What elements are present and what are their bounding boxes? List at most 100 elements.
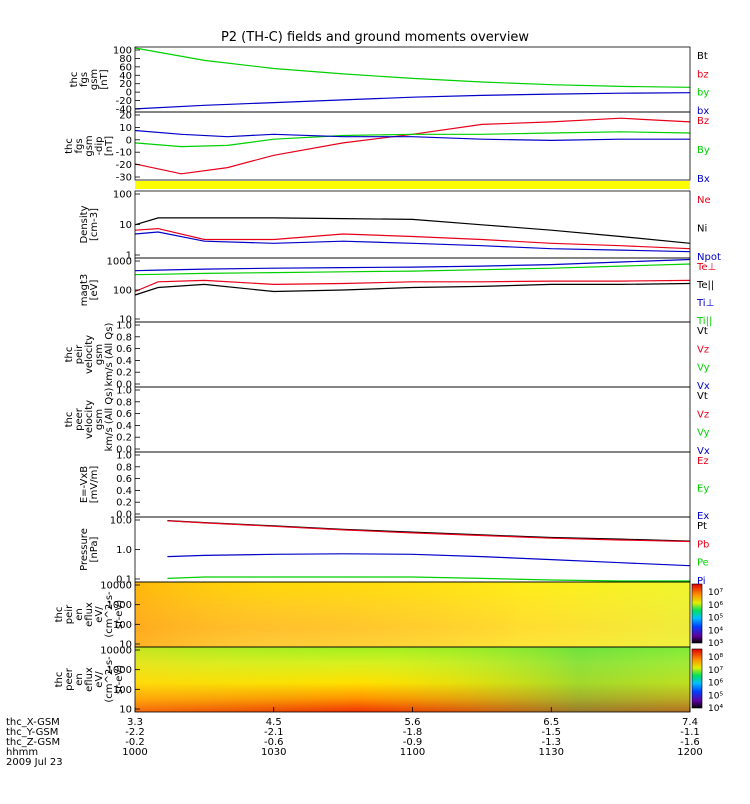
xaxis-value: -1.8	[403, 727, 423, 738]
ele_spec-ytick-label: 100	[113, 685, 132, 696]
bt-ylabel: thc	[69, 72, 80, 88]
bdip-ylabel: gsm	[84, 135, 95, 156]
ion_spec-colorbar-tick: 10⁵	[708, 614, 723, 624]
pressure-ytick-label: 1.0	[116, 545, 132, 556]
vi-legend-Vt: Vt	[697, 326, 708, 337]
efield-legend-Ey: Ey	[697, 484, 709, 495]
efield-legend-Ez: Ez	[697, 456, 709, 467]
temp-ylabel: [eV]	[89, 280, 100, 301]
bdip-series-Bz	[134, 117, 691, 175]
vi-frame	[134, 321, 691, 388]
temp-series-Ti⊥	[134, 258, 691, 272]
vi-ytick-label: 0.4	[116, 356, 132, 367]
pressure-legend-Pe: Pe	[697, 558, 709, 569]
ve-frame	[134, 386, 691, 453]
ele_spec-ylabel: thc	[54, 672, 65, 688]
ele_spec-ylabel: peer	[64, 667, 75, 691]
ion_spec-ylabel: (cm^2-s-	[104, 591, 115, 638]
bdip-ylabel: thc	[64, 138, 75, 154]
bt-series-by	[134, 47, 691, 88]
ele_spec-ylabel: sr-eV)	[114, 665, 125, 694]
bt-ytick-label: 80	[119, 54, 132, 65]
bdip-series-By	[134, 131, 691, 148]
temp-series-Te||	[134, 282, 691, 296]
ele_spec-ylabel: eflux	[84, 667, 95, 692]
bdip-ytick-label: -30	[116, 173, 132, 184]
temp-legend-Ti⊥: Ti⊥	[696, 298, 714, 309]
bt-frame	[134, 46, 691, 113]
bdip-ylabel: -dip	[94, 136, 105, 155]
density-legend-Ne: Ne	[697, 195, 711, 206]
bdip-ylabel: [nT]	[104, 136, 115, 156]
efield-ytick-label: 0.8	[116, 462, 132, 473]
ve-ytick-label: 1.0	[116, 386, 132, 397]
ve-legend-Vx: Vx	[697, 446, 710, 457]
efield-ytick-label: 0.4	[116, 486, 132, 497]
temp-legend-Te||: Te||	[696, 280, 714, 291]
ele_spec-colorbar	[691, 648, 703, 709]
bt-ylabel: [nT]	[99, 69, 110, 89]
pressure-ytick-label: 0.1	[116, 575, 132, 586]
xaxis-value: 1200	[677, 747, 702, 758]
ion_spec-ytick-label: 10	[119, 640, 132, 651]
bt-ytick-label: -40	[116, 105, 132, 116]
density-ytick-label: 1	[126, 251, 132, 262]
pressure-legend-Pb: Pb	[697, 539, 709, 550]
ele_spec-ytick-label: 1000	[107, 665, 132, 676]
ve-ylabel: thc	[64, 412, 75, 428]
ele_spec-ytick-label: 10000	[100, 646, 132, 657]
ve-ylabel: velocity	[84, 400, 95, 439]
temp-series-Te⊥	[134, 279, 691, 293]
pressure-legend-Pt: Pt	[697, 521, 707, 532]
ion_spec-ylabel: en	[74, 608, 85, 621]
xaxis-value: 7.4	[682, 717, 698, 728]
density-ylabel: Density	[79, 205, 90, 243]
bt-ytick-label: 100	[113, 46, 132, 57]
bt-ylabel: gsm	[89, 69, 100, 90]
xaxis-value: -0.2	[125, 737, 145, 748]
ve-ylabel: km/s (All Qs)	[104, 388, 115, 452]
bt-ytick-label: 0	[126, 88, 132, 99]
pressure-series-Pe	[167, 576, 690, 582]
xaxis-value: -2.1	[264, 727, 284, 738]
density-legend-Ni: Ni	[697, 224, 707, 235]
xaxis-value: -1.6	[680, 737, 700, 748]
ion_spec-colorbar-tick: 10³	[708, 639, 723, 649]
bt-legend-Bt: Bt	[697, 51, 708, 62]
pressure-legend-Pi: Pi	[697, 576, 706, 587]
ele_spec-colorbar-tick: 10⁷	[708, 666, 723, 676]
ve-legend-Vz: Vz	[697, 409, 709, 420]
temp-ytick-label: 10	[119, 315, 132, 326]
ele_spec-colorbar-tick: 10⁴	[708, 704, 723, 714]
bdip-ytick-label: 0	[126, 135, 132, 146]
ele_spec-ylabel: en	[74, 673, 85, 686]
density-series-Ne	[134, 227, 691, 250]
vi-legend-Vz: Vz	[697, 344, 709, 355]
temp-ylabel: magt3	[79, 274, 90, 307]
ion_spec-colorbar-tick: 10⁶	[708, 601, 723, 611]
xaxis-value: -1.3	[541, 737, 561, 748]
vi-ylabel: gsm	[94, 344, 105, 365]
ele_spec-colorbar-tick: 10⁸	[708, 653, 723, 663]
ve-ytick-label: 0.2	[116, 433, 132, 444]
ve-legend-Vt: Vt	[697, 391, 708, 402]
ele_spec-ytick-label: 10	[119, 705, 132, 716]
xaxis-row-label: thc_X-GSM	[6, 717, 60, 728]
density-ylabel: [cm-3]	[89, 208, 100, 241]
efield-ylabel: [mV/m]	[89, 466, 100, 504]
bdip-series-Bx	[134, 129, 690, 142]
density-series-Npot	[134, 231, 691, 253]
temp-ytick-label: 1000	[107, 257, 132, 268]
pressure-ylabel: Pressure	[79, 528, 90, 571]
efield-legend-Ex: Ex	[697, 511, 709, 522]
ion_spec-ylabel: eV/	[94, 606, 105, 623]
efield-ytick-label: 1.0	[116, 451, 132, 462]
ion_spec-colorbar-tick: 10⁷	[708, 588, 723, 598]
ve-ytick-label: 0.4	[116, 421, 132, 432]
xaxis-value: 1000	[122, 747, 147, 758]
vi-ylabel: km/s (All Qs)	[104, 323, 115, 387]
density-ytick-label: 100	[113, 190, 132, 201]
ion_spec-ylabel: eflux	[84, 602, 95, 627]
xaxis-row-label: thc_Z-GSM	[6, 737, 60, 748]
